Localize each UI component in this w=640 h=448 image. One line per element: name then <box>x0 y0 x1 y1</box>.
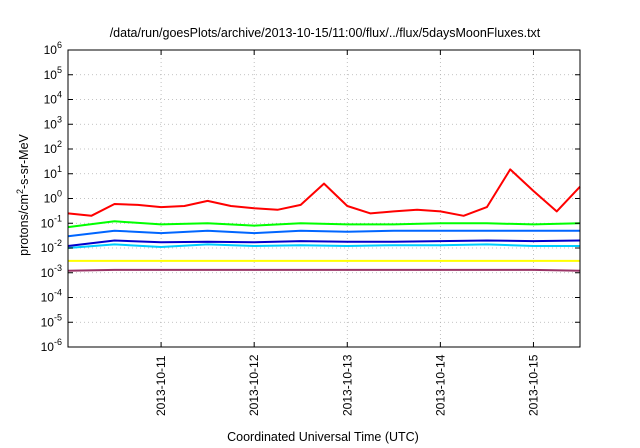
y-tick-label: 104 <box>44 90 62 107</box>
series-line-3 <box>67 243 580 249</box>
x-tick-labels: 2013-10-11 2013-10-12 2013-10-13 2013-10-14… <box>154 354 540 416</box>
chart-title: /data/run/goesPlots/archive/2013-10-15/1… <box>110 26 541 40</box>
series-line-1 <box>67 168 581 217</box>
y-tick-labels: 10-6 10-5 10-4 10-3 10-2 10-1 100 101 102 103 104 1… <box>41 40 62 354</box>
y-axis-label: protons/cm2-s-sr-MeV <box>15 133 31 255</box>
x-axis-label: Coordinated Universal Time (UTC) <box>227 430 419 444</box>
axis-ticks <box>68 49 580 348</box>
y-tick-label: 105 <box>44 65 62 82</box>
y-tick-label: 102 <box>44 139 62 156</box>
y-tick-label: 10-1 <box>41 213 62 230</box>
x-tick-label: 2013-10-12 <box>247 354 261 416</box>
x-tick-label: 2013-10-14 <box>433 354 447 416</box>
y-tick-label: 106 <box>44 40 62 57</box>
y-tick-label: 10-4 <box>41 288 62 305</box>
y-tick-label: 10-2 <box>41 238 62 255</box>
series-line-5 <box>67 239 581 247</box>
series-group <box>67 168 581 272</box>
y-tick-label: 103 <box>44 114 62 131</box>
x-tick-label: 2013-10-13 <box>340 354 354 416</box>
grid-lines <box>68 50 580 347</box>
x-tick-label: 2013-10-15 <box>526 354 540 416</box>
y-tick-label: 10-6 <box>41 337 62 354</box>
y-tick-label: 101 <box>44 164 62 181</box>
series-line-2 <box>67 220 581 229</box>
y-tick-label: 100 <box>44 189 62 206</box>
y-tick-label: 10-3 <box>41 263 62 280</box>
x-tick-label: 2013-10-11 <box>154 355 168 416</box>
series-line-7 <box>67 268 581 272</box>
y-tick-label: 10-5 <box>41 312 62 329</box>
series-line-4 <box>67 229 580 238</box>
